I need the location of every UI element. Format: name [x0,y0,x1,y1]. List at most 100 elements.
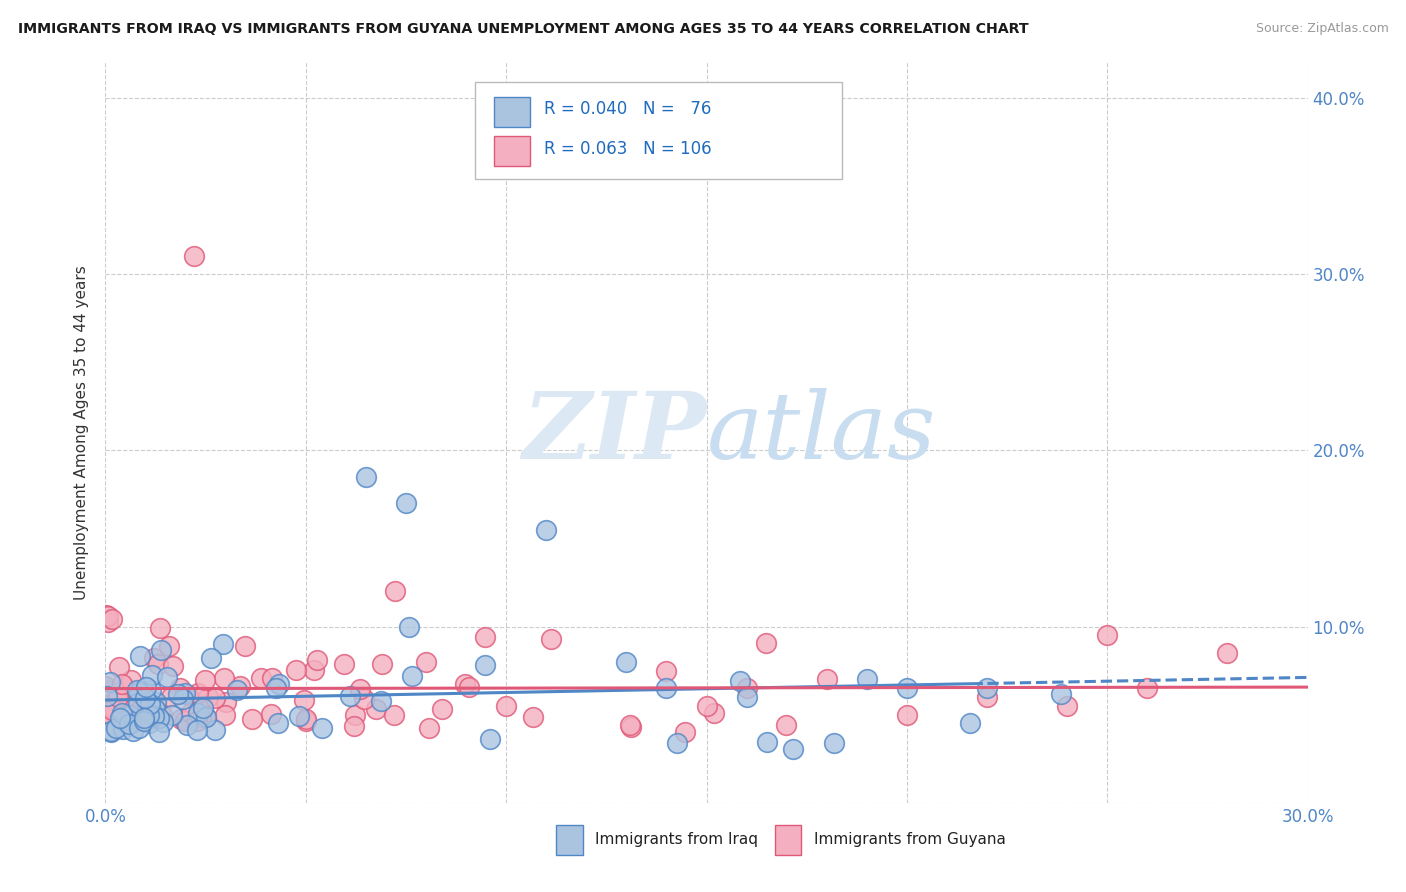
Point [343,708,366,723]
Point [1136,681,1159,696]
Point [94,680,117,694]
Point [384,584,406,599]
Point [145,695,167,709]
Point [215,694,238,708]
FancyBboxPatch shape [494,136,530,166]
Point [118,698,141,713]
Point [152,708,174,723]
Point [167,688,190,702]
Point [127,696,149,710]
Point [134,690,156,705]
Point [187,706,209,720]
Point [122,698,145,712]
Point [186,710,208,724]
Point [395,496,418,510]
Point [430,702,453,716]
Point [176,688,198,702]
Point [855,673,877,687]
Point [183,249,205,263]
Point [354,469,377,483]
Point [655,681,678,696]
Point [100,703,122,717]
Point [94,683,117,698]
Point [114,681,136,696]
Point [111,677,134,691]
Point [190,710,212,724]
Point [107,660,129,674]
Point [896,681,918,696]
Point [117,716,139,731]
Point [148,621,170,635]
Point [172,692,194,706]
Point [1049,687,1071,701]
Point [457,680,479,694]
Point [735,690,758,704]
Point [100,708,122,723]
Point [200,651,222,665]
Point [755,735,778,749]
Point [125,683,148,698]
Point [311,722,333,736]
Point [212,637,235,651]
Point [117,715,139,730]
Point [655,664,678,678]
Point [98,712,121,726]
Point [129,712,152,726]
Point [107,690,129,705]
Point [159,690,181,705]
Point [143,709,166,723]
Point [141,667,163,681]
Point [129,648,152,663]
Point [782,741,804,756]
Point [815,673,838,687]
FancyBboxPatch shape [775,825,801,855]
Point [97,608,120,623]
Point [616,655,638,669]
Point [138,708,160,723]
Point [260,672,283,686]
Text: Immigrants from Iraq: Immigrants from Iraq [595,832,758,847]
Point [125,714,148,729]
Point [142,651,165,665]
Point [118,708,141,723]
Text: IMMIGRANTS FROM IRAQ VS IMMIGRANTS FROM GUYANA UNEMPLOYMENT AMONG AGES 35 TO 44 : IMMIGRANTS FROM IRAQ VS IMMIGRANTS FROM … [18,22,1029,37]
Point [214,707,236,722]
Text: atlas: atlas [707,388,936,477]
Point [186,714,208,728]
Point [136,692,159,706]
Point [474,631,496,645]
Point [132,711,155,725]
Point [132,709,155,723]
Point [620,720,643,734]
Point [619,717,641,731]
Point [180,706,202,720]
Point [292,693,315,707]
Point [139,697,162,711]
Point [735,681,758,696]
Point [162,658,184,673]
Point [775,718,797,732]
Point [266,681,288,695]
Point [118,716,141,731]
Point [267,676,290,690]
Point [1056,698,1078,713]
Point [233,639,256,653]
Point [696,698,718,713]
Point [728,674,751,689]
Point [333,657,356,672]
Point [267,715,290,730]
Point [240,711,263,725]
Point [418,721,440,735]
Point [295,712,318,726]
Point [755,636,778,650]
Point [100,612,122,626]
Point [135,680,157,694]
FancyBboxPatch shape [474,82,842,179]
Text: R = 0.040   N =   76: R = 0.040 N = 76 [544,100,711,118]
Point [302,663,325,677]
Point [959,716,981,731]
Point [105,691,128,706]
Point [120,673,142,687]
Point [132,714,155,728]
Text: R = 0.063   N = 106: R = 0.063 N = 106 [544,140,711,158]
